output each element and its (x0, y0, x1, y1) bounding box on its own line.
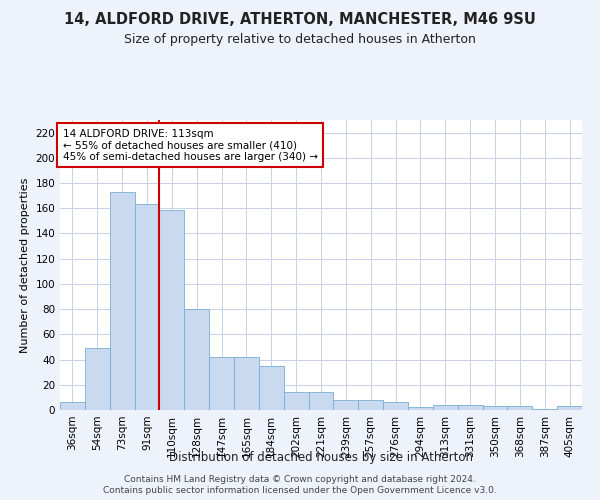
Bar (532, 408, 557, 410)
Y-axis label: Number of detached properties: Number of detached properties (20, 178, 30, 352)
Bar (110, 192, 134, 410)
Bar (383, 402, 408, 410)
Bar (284, 392, 308, 410)
Text: Distribution of detached houses by size in Atherton: Distribution of detached houses by size … (169, 451, 473, 464)
Text: Contains public sector information licensed under the Open Government Licence v3: Contains public sector information licen… (103, 486, 497, 495)
Bar (508, 406, 532, 410)
Bar (308, 392, 334, 410)
Bar (134, 204, 160, 410)
Bar (234, 357, 259, 410)
Text: Size of property relative to detached houses in Atherton: Size of property relative to detached ho… (124, 32, 476, 46)
Bar (458, 405, 482, 410)
Bar (85, 348, 110, 410)
Bar (259, 366, 284, 410)
Bar (408, 408, 433, 410)
Bar (160, 210, 184, 410)
Bar (184, 309, 209, 410)
Bar (60, 402, 85, 410)
Bar (557, 406, 582, 410)
Bar (433, 405, 458, 410)
Text: Contains HM Land Registry data © Crown copyright and database right 2024.: Contains HM Land Registry data © Crown c… (124, 475, 476, 484)
Bar (334, 400, 358, 410)
Bar (482, 406, 508, 410)
Bar (358, 400, 383, 410)
Text: 14 ALDFORD DRIVE: 113sqm
← 55% of detached houses are smaller (410)
45% of semi-: 14 ALDFORD DRIVE: 113sqm ← 55% of detach… (62, 128, 317, 162)
Text: 14, ALDFORD DRIVE, ATHERTON, MANCHESTER, M46 9SU: 14, ALDFORD DRIVE, ATHERTON, MANCHESTER,… (64, 12, 536, 28)
Bar (209, 357, 234, 410)
